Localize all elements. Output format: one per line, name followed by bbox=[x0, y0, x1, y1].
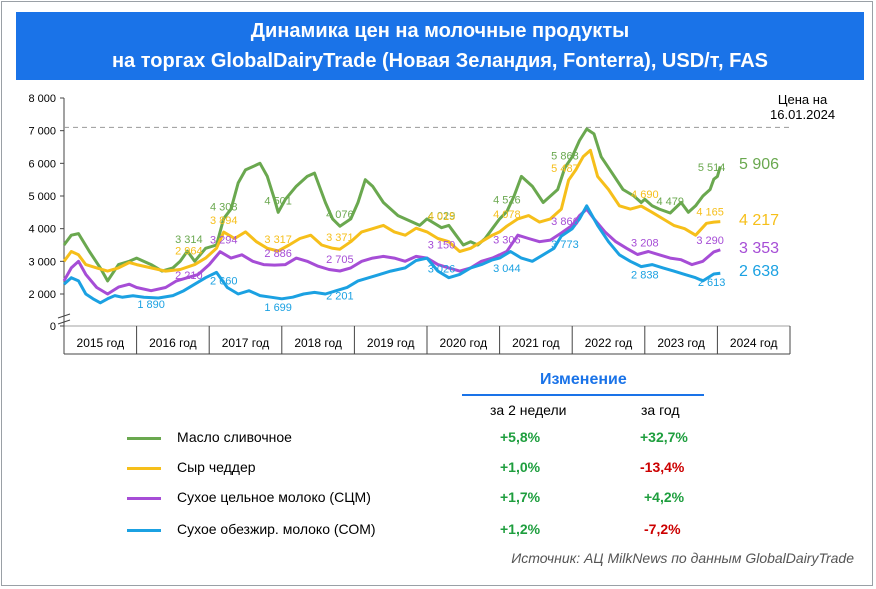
x-tick-label: 2017 год bbox=[222, 336, 270, 350]
change-2weeks-butter: +5,8% bbox=[500, 429, 541, 445]
data-label-smp: 3 044 bbox=[493, 263, 521, 275]
title-band: Динамика цен на молочные продукты на тор… bbox=[16, 12, 864, 80]
chart-title-line2: на торгах GlobalDairyTrade (Новая Зеланд… bbox=[111, 50, 769, 72]
source-note: Источник: АЦ MilkNews по данным GlobalDa… bbox=[511, 550, 854, 566]
y-tick-label: 8 000 bbox=[28, 93, 56, 105]
legend-label-wmp: Сухое цельное молоко (СЦМ) bbox=[177, 489, 371, 505]
data-label-smp: 3 026 bbox=[428, 263, 456, 275]
legend-swatch-cheddar bbox=[127, 467, 161, 470]
data-label-wmp: 3 866 bbox=[551, 216, 579, 228]
change-2weeks-cheddar: +1,0% bbox=[500, 459, 541, 475]
data-label-butter: 4 501 bbox=[264, 195, 292, 207]
change-table-rule bbox=[462, 394, 704, 396]
y-tick-label: 2 000 bbox=[28, 289, 56, 301]
x-tick-label: 2024 год bbox=[730, 336, 778, 350]
data-label-cheddar: 4 690 bbox=[631, 189, 659, 201]
series-line-cheddar bbox=[62, 148, 721, 273]
data-label-cheddar: 3 371 bbox=[326, 232, 354, 244]
x-tick-label: 2023 год bbox=[657, 336, 705, 350]
change-year-cheddar: -13,4% bbox=[640, 459, 685, 475]
legend-swatch-wmp bbox=[127, 497, 161, 500]
price-date-label: Цена на 16.01.2024 bbox=[770, 92, 835, 122]
change-2weeks-wmp: +1,7% bbox=[500, 489, 541, 505]
y-tick-label: 5 000 bbox=[28, 191, 56, 203]
change-table-title: Изменение bbox=[540, 371, 627, 388]
data-label-wmp: 3 306 bbox=[493, 234, 521, 246]
data-label-wmp: 2 210 bbox=[175, 270, 203, 282]
chart-axes: 0 2 000 3 000 4 000 5 000 6 000 7 000 8 000 2015… bbox=[28, 93, 791, 355]
chart-title-line1: Динамика цен на молочные продукты bbox=[250, 20, 630, 42]
end-value-butter: 5 906 bbox=[738, 156, 780, 174]
series-line-wmp bbox=[62, 207, 721, 296]
legend-label-butter: Масло сливочное bbox=[177, 429, 292, 445]
legend-label-smp: Сухое обезжир. молоко (СОМ) bbox=[177, 521, 376, 537]
chart-lines bbox=[62, 127, 722, 305]
end-value-smp: 2 638 bbox=[738, 263, 780, 281]
col-head-year: за год bbox=[641, 402, 680, 418]
data-label-smp: 2 201 bbox=[326, 290, 354, 302]
x-tick-label: 2018 год bbox=[294, 336, 342, 350]
legend-label-cheddar: Сыр чеддер bbox=[177, 459, 256, 475]
x-tick-label: 2016 год bbox=[149, 336, 197, 350]
data-label-wmp: 3 150 bbox=[428, 239, 456, 251]
series-line-smp bbox=[63, 204, 721, 305]
data-label-butter: 4 029 bbox=[428, 211, 456, 223]
change-year-wmp: +4,2% bbox=[644, 489, 685, 505]
data-label-wmp: 2 705 bbox=[326, 254, 354, 266]
end-value-wmp: 3 353 bbox=[738, 239, 780, 257]
change-year-butter: +32,7% bbox=[640, 429, 688, 445]
data-label-smp: 1 890 bbox=[137, 299, 165, 311]
data-label-butter: 5 868 bbox=[551, 151, 579, 163]
x-tick-label: 2019 год bbox=[367, 336, 415, 350]
chart-data-labels: 3 314 4 308 4 501 4 076 4 029 4 526 5 868 4 479… bbox=[137, 151, 725, 314]
price-date-line2: 16.01.2024 bbox=[770, 107, 836, 122]
data-label-smp: 2 613 bbox=[698, 277, 726, 289]
x-tick-label: 2022 год bbox=[585, 336, 633, 350]
data-label-smp: 1 699 bbox=[264, 302, 292, 314]
data-label-smp: 2 660 bbox=[210, 275, 238, 287]
change-year-smp: -7,2% bbox=[644, 521, 681, 537]
data-label-wmp: 3 290 bbox=[696, 235, 724, 247]
y-tick-label: 3 000 bbox=[28, 256, 56, 268]
data-label-cheddar: 4 165 bbox=[696, 206, 724, 218]
data-label-cheddar: 2 964 bbox=[175, 246, 203, 258]
y-tick-label: 0 bbox=[50, 321, 56, 333]
data-label-cheddar: 5 487 bbox=[551, 163, 579, 175]
data-label-butter: 4 076 bbox=[326, 209, 354, 221]
data-label-butter: 4 308 bbox=[210, 202, 238, 214]
y-axis-break-mark bbox=[57, 313, 71, 319]
data-label-butter: 3 314 bbox=[175, 234, 203, 246]
line-chart: 0 2 000 3 000 4 000 5 000 6 000 7 000 8 000 2015… bbox=[28, 93, 791, 355]
col-head-2weeks: за 2 недели bbox=[490, 402, 567, 418]
change-2weeks-smp: +1,2% bbox=[500, 521, 541, 537]
end-value-cheddar: 4 217 bbox=[738, 211, 780, 229]
y-tick-label: 7 000 bbox=[28, 126, 56, 138]
price-date-line1: Цена на bbox=[777, 92, 828, 107]
x-tick-label: 2020 год bbox=[440, 336, 488, 350]
data-label-butter: 4 479 bbox=[656, 196, 684, 208]
data-label-wmp: 2 886 bbox=[264, 248, 292, 260]
data-label-wmp: 3 294 bbox=[210, 235, 238, 247]
data-label-butter: 5 514 bbox=[698, 162, 726, 174]
data-label-cheddar: 3 894 bbox=[210, 215, 238, 227]
data-label-smp: 2 838 bbox=[631, 270, 659, 282]
x-tick-label: 2021 год bbox=[512, 336, 560, 350]
y-axis-break-mark bbox=[57, 319, 71, 325]
data-label-cheddar: 3 317 bbox=[264, 234, 292, 246]
data-label-smp: 3 773 bbox=[551, 239, 579, 251]
x-tick-label: 2015 год bbox=[77, 336, 125, 350]
legend-swatch-butter bbox=[127, 437, 161, 440]
series-line-butter bbox=[62, 127, 722, 283]
data-label-cheddar: 4 078 bbox=[493, 209, 521, 221]
data-label-wmp: 3 208 bbox=[631, 238, 659, 250]
data-label-butter: 4 526 bbox=[493, 194, 521, 206]
y-tick-label: 4 000 bbox=[28, 224, 56, 236]
legend-swatch-smp bbox=[127, 529, 161, 532]
data-label-cheddar: 4 015 bbox=[428, 211, 456, 223]
y-tick-label: 6 000 bbox=[28, 158, 56, 170]
